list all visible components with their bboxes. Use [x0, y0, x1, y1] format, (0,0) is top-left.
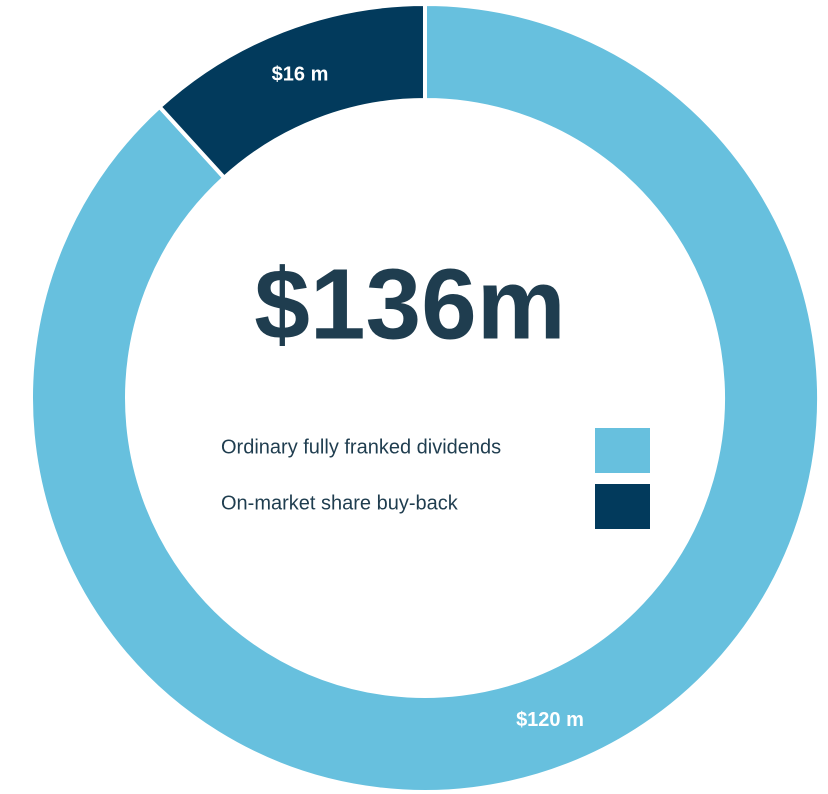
donut-segment	[29, 1, 821, 794]
value-label: $120 m	[516, 709, 584, 731]
center-label: $136m	[254, 248, 565, 360]
donut-segment	[156, 1, 427, 181]
legend-swatch	[595, 484, 650, 529]
legend-label: On-market share buy-back	[221, 492, 459, 514]
legend-label: Ordinary fully franked dividends	[221, 436, 501, 458]
value-label: $16 m	[272, 64, 329, 86]
legend-swatch	[595, 428, 650, 473]
